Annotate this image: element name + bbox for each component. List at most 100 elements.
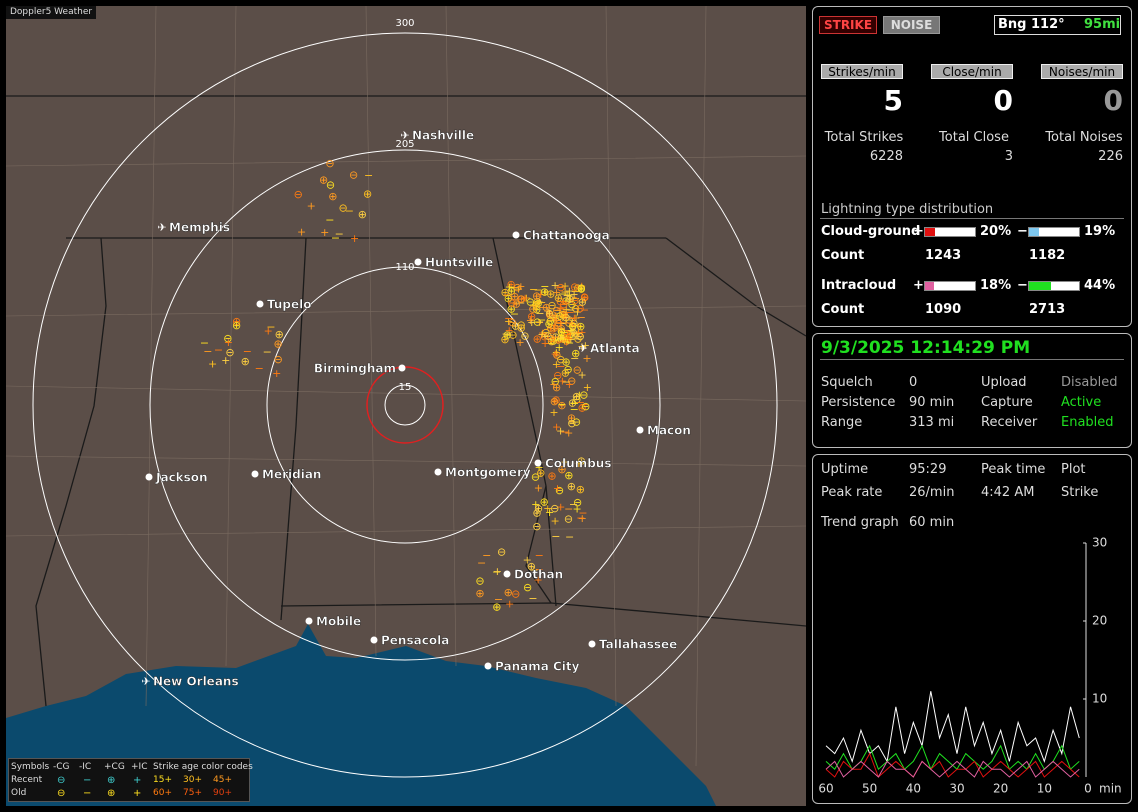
strike-symbol: + bbox=[565, 288, 574, 301]
setting-value: Disabled bbox=[1061, 375, 1118, 390]
strike-symbol: ⊖ bbox=[555, 310, 564, 323]
strike-symbol: ⊕ bbox=[576, 320, 585, 333]
city-label: Memphis bbox=[169, 221, 230, 235]
strike-symbol: + bbox=[578, 368, 587, 381]
strike-symbol: + bbox=[577, 340, 586, 353]
stat-value: 95:29 bbox=[909, 462, 947, 477]
strike-symbol: + bbox=[552, 314, 561, 327]
strike-symbol: ⊖ bbox=[580, 290, 589, 303]
strike-symbol: ⊖ bbox=[475, 574, 484, 587]
strike-symbol: + bbox=[571, 312, 580, 325]
city-label: Nashville bbox=[412, 129, 474, 143]
legend-age: 45+ bbox=[213, 775, 232, 785]
city-dot bbox=[398, 364, 406, 372]
setting-value: 0 bbox=[909, 375, 918, 390]
strike-symbol: ⊖ bbox=[562, 311, 571, 324]
strike-symbol: ⊖ bbox=[551, 375, 560, 388]
strike-symbol: − bbox=[567, 312, 576, 325]
strike-symbol: ⊕ bbox=[536, 467, 545, 480]
strike-symbol: ⊖ bbox=[559, 308, 568, 321]
range-rings bbox=[32, 32, 778, 778]
strike-symbol: + bbox=[563, 289, 572, 302]
rate-button[interactable]: Strikes/min bbox=[821, 64, 903, 79]
strike-symbol: ⊕ bbox=[557, 326, 566, 339]
rate-button[interactable]: Close/min bbox=[931, 64, 1013, 79]
strike-symbol: + bbox=[560, 334, 569, 347]
count-value: 1243 bbox=[925, 248, 962, 263]
sign: + bbox=[913, 224, 924, 239]
total-label: Total Close bbox=[939, 130, 1009, 145]
legend: Symbols -CG -IC +CG +IC Strike age color code… bbox=[8, 758, 253, 802]
strike-symbol: ⊕ bbox=[552, 349, 561, 362]
city-label: Tupelo bbox=[267, 298, 312, 312]
city-dot bbox=[145, 473, 153, 481]
ring-label: 15 bbox=[399, 382, 412, 393]
strike-symbol: ⊕ bbox=[273, 338, 282, 351]
strike-symbol: ⊖ bbox=[565, 313, 574, 326]
strike-symbol: + bbox=[566, 324, 575, 337]
strike-symbol: ⊕ bbox=[565, 292, 574, 305]
strike-symbol: + bbox=[505, 597, 514, 610]
strike-symbol: − bbox=[555, 281, 564, 294]
strike-symbol: ⊕ bbox=[527, 560, 536, 573]
strike-symbol: ⊖ bbox=[570, 281, 579, 294]
city-dot bbox=[503, 570, 511, 578]
strike-symbol: ⊖ bbox=[576, 302, 585, 315]
strike-symbol: ⊕ bbox=[561, 295, 570, 308]
mode-button[interactable]: STRIKE bbox=[819, 16, 877, 34]
distance: 95mi bbox=[1084, 17, 1121, 32]
stat-label: Uptime bbox=[821, 462, 869, 477]
stat-value: Strike bbox=[1061, 485, 1099, 500]
city-label: Panama City bbox=[495, 660, 580, 674]
strike-symbol: + bbox=[541, 285, 550, 298]
strike-symbol: ⊖ bbox=[517, 318, 526, 331]
total-value: 3 bbox=[1004, 149, 1013, 164]
strike-symbol: ⊖ bbox=[564, 316, 573, 329]
strike-symbol: ⊕ bbox=[567, 412, 576, 425]
strike-symbol: − bbox=[263, 346, 272, 359]
strike-symbol: + bbox=[526, 314, 535, 327]
strike-symbol: + bbox=[537, 328, 546, 341]
stats-panel bbox=[812, 454, 1132, 804]
strike-symbol: + bbox=[561, 311, 570, 324]
strike-symbol: − bbox=[558, 287, 567, 300]
strike-symbol: + bbox=[555, 341, 564, 354]
strike-symbol: ⊕ bbox=[532, 289, 541, 302]
strike-symbol: − bbox=[545, 314, 554, 327]
legend-header: +CG bbox=[104, 762, 125, 772]
strike-symbol: − bbox=[559, 331, 568, 344]
ring-label: 300 bbox=[395, 18, 414, 29]
city-label: Chattanooga bbox=[523, 229, 610, 243]
strike-symbol: − bbox=[503, 288, 512, 301]
rate-value: 5 bbox=[883, 84, 903, 117]
strike-symbol: − bbox=[557, 398, 566, 411]
strike-symbol: ⊖ bbox=[507, 296, 516, 309]
strike-symbol: ⊕ bbox=[547, 335, 556, 348]
strike-symbol: + bbox=[514, 283, 523, 296]
strike-symbol: − bbox=[561, 296, 570, 309]
rate-button[interactable]: Noises/min bbox=[1041, 64, 1123, 79]
strike-symbol: ⊕ bbox=[554, 333, 563, 346]
city-dot bbox=[534, 459, 542, 467]
strike-symbol: − bbox=[516, 297, 525, 310]
strike-symbol: − bbox=[510, 281, 519, 294]
mode-button[interactable]: NOISE bbox=[883, 16, 940, 34]
strike-symbol: + bbox=[565, 378, 574, 391]
percent-label: 18% bbox=[980, 278, 1012, 293]
strike-symbol: − bbox=[535, 307, 544, 320]
strike-symbol: − bbox=[482, 549, 491, 562]
strike-symbol: ⊖ bbox=[567, 417, 576, 430]
strike-symbol: ⊖ bbox=[520, 329, 529, 342]
strike-symbol: ⊕ bbox=[580, 291, 589, 304]
rate-value: 0 bbox=[1103, 84, 1123, 117]
city-dot bbox=[305, 617, 313, 625]
strike-symbol: − bbox=[551, 530, 560, 543]
setting-value: Enabled bbox=[1061, 415, 1114, 430]
strike-symbol: ⊖ bbox=[543, 330, 552, 343]
strike-symbol: + bbox=[272, 367, 281, 380]
strike-symbol: ⊕ bbox=[551, 330, 560, 343]
strike-symbol: + bbox=[577, 326, 586, 339]
strike-symbol: − bbox=[570, 403, 579, 416]
strike-symbol: ⊖ bbox=[338, 202, 347, 215]
city-label: Montgomery bbox=[445, 466, 531, 480]
